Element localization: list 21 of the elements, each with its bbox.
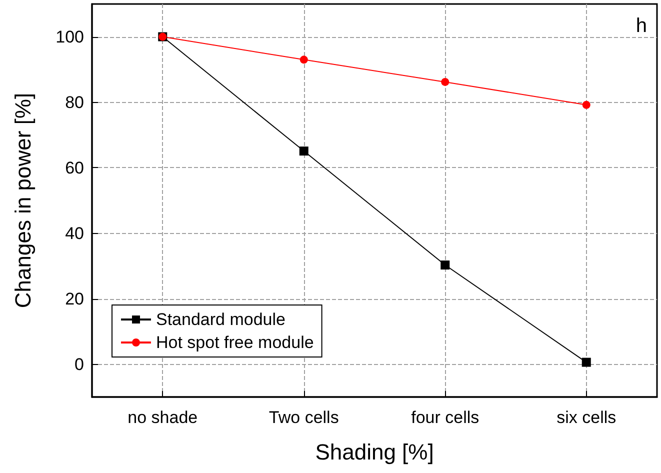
x-tick-label: no shade [128, 408, 198, 427]
x-tick-label: Two cells [268, 408, 339, 427]
y-axis-title: Changes in power [%] [10, 92, 36, 308]
point [582, 358, 591, 367]
y-tick-label: 40 [65, 224, 84, 243]
legend-label: Hot spot free module [156, 333, 314, 352]
y-tick-label: 60 [65, 158, 84, 178]
point [440, 260, 450, 270]
point [300, 56, 308, 64]
x-tick-label: four cells [411, 408, 480, 427]
point [582, 100, 590, 109]
annotation: h [636, 15, 647, 37]
y-tick-label: 20 [65, 289, 84, 308]
x-axis-title: Shading [%] [315, 440, 434, 464]
y-tick-label: 100 [56, 27, 84, 46]
point [299, 146, 308, 156]
x-tick-label: six cells [556, 408, 616, 427]
point [441, 78, 450, 86]
legend-label: Standard module [156, 310, 286, 329]
y-tick-label: 0 [74, 354, 84, 374]
y-tick-label: 80 [65, 92, 84, 112]
